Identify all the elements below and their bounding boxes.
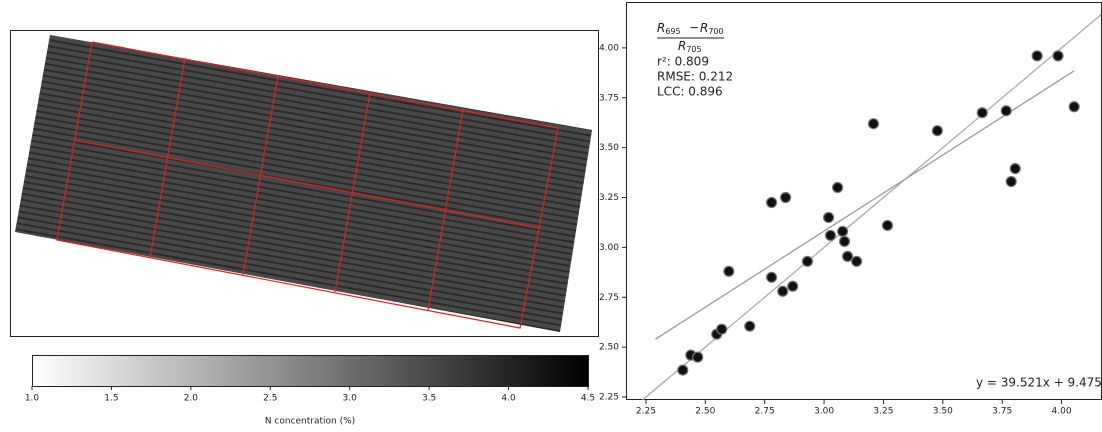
y-tick-label: 2.75	[599, 293, 619, 303]
formula-term: R695	[657, 21, 681, 36]
colorbar-tick-label: 1.0	[25, 394, 40, 404]
point	[822, 211, 835, 224]
point	[779, 191, 792, 204]
colorbar-tick-label: 4.5	[581, 394, 595, 404]
formula-base: R	[678, 39, 686, 53]
formula-base: R	[700, 21, 708, 35]
image-panel: N concentration (%)	[10, 30, 599, 427]
point	[744, 320, 756, 332]
formula-sub: 695	[665, 27, 680, 36]
point	[1068, 101, 1080, 113]
formula-sub: 705	[686, 45, 701, 54]
point	[1031, 50, 1043, 62]
colorbar-tick-label: 4.0	[501, 394, 516, 404]
x-tick-label: 2.75	[755, 407, 775, 417]
x-tick-label: 3.00	[814, 407, 834, 417]
formula-operator: −	[689, 21, 699, 35]
y-tick-label: 2.50	[599, 343, 619, 353]
x-tick-label: 4.00	[1052, 407, 1072, 417]
point	[777, 285, 789, 297]
x-tick-label: 2.25	[636, 407, 656, 417]
scatter-panel: 2.25 2.50 2.75 3.00 3.25 3.50 3.75 4.00 2.25 2.50…	[599, 2, 1102, 417]
colorbar-tick-label: 1.5	[104, 394, 118, 404]
x-tick-label: 3.25	[873, 407, 893, 417]
equation: y = 39.521x + 9.475	[976, 376, 1102, 390]
point	[787, 280, 799, 292]
stat-text: r²: 0.809	[657, 55, 709, 69]
colorbar-tick-label: 3.0	[343, 394, 358, 404]
stat-text: LCC: 0.896	[657, 85, 723, 99]
colorbar-tick-label: 2.5	[263, 394, 277, 404]
point	[838, 235, 851, 247]
point	[976, 107, 988, 119]
y-tick-label: 3.50	[599, 143, 619, 153]
y-tick-label: 4.00	[599, 43, 619, 53]
point	[824, 229, 837, 242]
plot-grid	[56, 41, 559, 329]
point	[692, 351, 704, 363]
formula-base: R	[657, 21, 665, 35]
x-tick-label: 3.75	[992, 407, 1012, 417]
point	[1052, 50, 1064, 62]
y-tick-label: 3.25	[599, 193, 619, 203]
y-tick-label: 3.00	[599, 243, 619, 253]
formula-term: R705	[678, 39, 702, 54]
formula-sub: 700	[708, 27, 723, 36]
point	[723, 265, 735, 277]
colorbar-tick-label: 2.0	[184, 394, 199, 404]
point	[801, 255, 814, 267]
colorbar-tick-label: 3.5	[422, 394, 436, 404]
point	[1005, 175, 1017, 188]
x-tick-label: 3.50	[933, 407, 953, 417]
y-tick-label: 2.25	[599, 393, 619, 403]
point	[836, 225, 849, 238]
x-tick-label: 2.50	[695, 407, 715, 417]
colorbar	[32, 355, 589, 387]
point	[716, 323, 728, 335]
y-tick-label: 3.75	[599, 93, 619, 103]
point	[851, 255, 863, 267]
point	[931, 125, 943, 137]
point	[881, 219, 894, 232]
colorbar-label: N concentration (%)	[265, 417, 355, 427]
point	[1009, 162, 1021, 175]
stat-text: RMSE: 0.212	[657, 70, 733, 84]
point	[765, 271, 778, 283]
point	[1000, 105, 1012, 117]
point	[677, 364, 689, 376]
point	[832, 181, 844, 194]
formula-term: R700	[700, 21, 724, 36]
point	[841, 250, 854, 262]
point	[867, 118, 880, 130]
point	[765, 196, 778, 209]
